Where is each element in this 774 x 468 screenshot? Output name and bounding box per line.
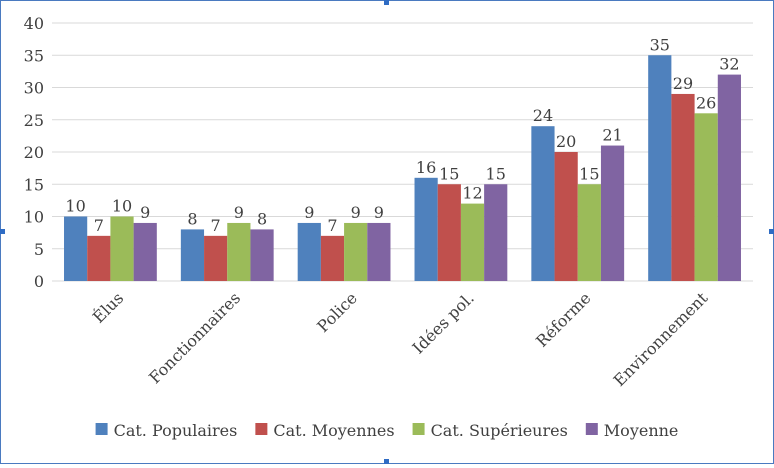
legend-label: Cat. Populaires — [114, 421, 238, 440]
y-tick-label: 40 — [24, 14, 44, 33]
legend-swatch — [412, 423, 425, 435]
bar — [344, 222, 368, 281]
selection-handle-top[interactable] — [384, 0, 389, 5]
bar-marks — [64, 55, 741, 281]
legend-label: Moyenne — [604, 421, 679, 440]
legend-item: Cat. Moyennes — [255, 421, 395, 440]
bar — [87, 235, 111, 281]
legend-swatch — [585, 423, 598, 435]
bar — [600, 145, 625, 281]
y-tick-label: 5 — [34, 240, 44, 259]
y-tick-label: 0 — [34, 272, 44, 291]
data-label: 10 — [65, 197, 85, 216]
x-tick-label: Fonctionnaires — [145, 288, 244, 387]
data-label: 9 — [374, 203, 384, 222]
selection-handle-right[interactable] — [769, 229, 774, 234]
legend-item: Cat. Populaires — [95, 421, 238, 440]
legend-label: Cat. Supérieures — [431, 421, 568, 440]
y-tick-label: 25 — [24, 111, 44, 130]
data-label: 21 — [602, 126, 622, 145]
data-label: 12 — [462, 184, 482, 203]
x-tick-label: Réforme — [532, 288, 594, 350]
data-label: 8 — [187, 209, 197, 228]
bar — [484, 184, 508, 281]
bar — [717, 74, 741, 281]
data-label: 20 — [556, 132, 576, 151]
bar — [204, 235, 228, 281]
bar — [531, 126, 555, 281]
bar — [297, 222, 321, 281]
y-tick-label: 20 — [24, 143, 44, 162]
legend-label: Cat. Moyennes — [273, 421, 394, 440]
data-label: 7 — [211, 216, 221, 235]
data-label: 32 — [719, 55, 739, 74]
bar — [320, 235, 345, 281]
data-label: 7 — [327, 216, 337, 235]
data-label: 15 — [439, 164, 459, 183]
bar — [460, 203, 485, 281]
data-label: 16 — [416, 158, 436, 177]
bar — [694, 113, 718, 281]
bar — [437, 184, 461, 281]
x-axis-tick-labels: Élus Fonctionnaires Police Idées pol. Réform… — [88, 288, 712, 390]
bar — [414, 177, 438, 281]
data-label: 26 — [696, 93, 716, 112]
x-tick-label: Élus — [88, 288, 127, 327]
y-tick-label: 30 — [24, 79, 44, 98]
data-label: 24 — [533, 106, 553, 125]
legend-swatch — [255, 423, 268, 435]
bar — [250, 229, 274, 281]
data-label: 9 — [140, 203, 150, 222]
bar — [577, 184, 601, 281]
legend-item: Cat. Supérieures — [412, 421, 568, 440]
bar — [367, 222, 391, 281]
x-tick-label: Environnement — [610, 288, 712, 390]
selection-handle-bottom[interactable] — [384, 459, 389, 464]
bar — [648, 55, 672, 281]
data-label: 7 — [94, 216, 104, 235]
x-tick-label: Idées pol. — [409, 288, 478, 357]
data-label: 9 — [351, 203, 361, 222]
data-label: 9 — [234, 203, 244, 222]
y-tick-label: 10 — [24, 208, 44, 227]
bar — [227, 222, 251, 281]
data-label: 8 — [257, 209, 267, 228]
bar — [671, 93, 695, 281]
y-tick-label: 35 — [24, 46, 44, 65]
data-label: 9 — [304, 203, 314, 222]
y-tick-label: 15 — [24, 175, 44, 194]
bar — [554, 152, 578, 281]
x-tick-label: Police — [313, 288, 361, 336]
y-axis-tick-labels: 0 5 10 15 20 25 30 35 40 — [24, 14, 44, 291]
bar — [133, 222, 157, 281]
data-label: 15 — [486, 164, 506, 183]
bar — [180, 229, 205, 281]
data-label: 15 — [579, 164, 599, 183]
bar — [110, 216, 134, 281]
legend-swatch — [95, 423, 108, 435]
gridlines — [52, 22, 753, 282]
data-label: 29 — [673, 74, 693, 93]
bar — [64, 216, 88, 281]
selection-handle-left[interactable] — [0, 229, 5, 234]
legend: Cat. Populaires Cat. Moyennes Cat. Supérie… — [95, 421, 679, 440]
data-label: 35 — [650, 35, 670, 54]
data-label: 10 — [112, 197, 132, 216]
legend-item: Moyenne — [585, 421, 679, 440]
